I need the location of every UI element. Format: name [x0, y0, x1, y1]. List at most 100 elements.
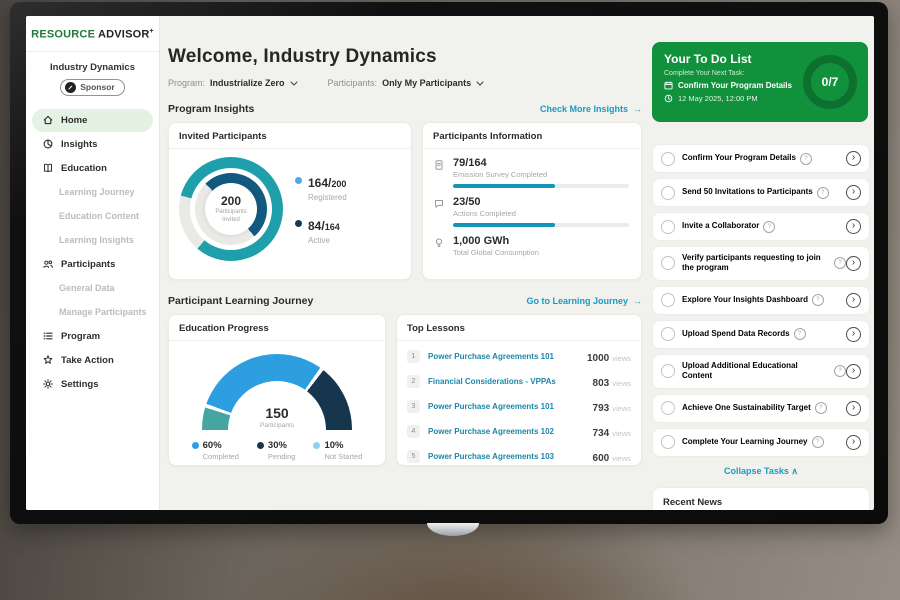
todo-panel: Your To Do List Complete Your Next Task:… — [650, 16, 874, 510]
card-title: Participants Information — [423, 123, 641, 149]
task-confirm-program[interactable]: Confirm Your Program Details ? › — [652, 144, 870, 173]
task-achieve-sustainability-target[interactable]: Achieve One Sustainability Target ? › — [652, 393, 870, 423]
sponsor-label: Sponsor — [80, 82, 115, 93]
legend-label: Pending — [267, 452, 296, 461]
info-icon[interactable]: ? — [816, 186, 829, 199]
sponsor-icon — [65, 81, 77, 93]
lesson-title-link[interactable]: Financial Considerations - VPPAs — [428, 377, 556, 386]
survey-icon — [435, 160, 443, 170]
task-upload-spend-data[interactable]: Upload Spend Data Records ? › — [652, 319, 870, 349]
lesson-row[interactable]: 5 Power Purchase Agreements 103 600 views — [397, 444, 641, 469]
info-icon[interactable]: ? — [799, 152, 812, 165]
sidebar-item-insights[interactable]: Insights — [32, 133, 153, 156]
info-icon[interactable]: ? — [811, 294, 824, 307]
program-filter-value: Industrialize Zero — [210, 78, 285, 88]
legend-item-active: 84/164 Active — [295, 217, 347, 245]
stat-actions-completed: 23/50 Actions Completed — [423, 188, 641, 227]
task-checkbox[interactable] — [661, 364, 675, 379]
task-checkbox[interactable] — [661, 293, 675, 308]
chevron-right-icon[interactable]: › — [846, 151, 861, 166]
info-icon[interactable]: ? — [811, 436, 824, 449]
learning-journey-header: Participant Learning Journey Go to Learn… — [168, 295, 642, 307]
sidebar-item-take-action[interactable]: Take Action — [32, 349, 153, 372]
actions-icon — [435, 200, 443, 208]
chevron-right-icon[interactable]: › — [846, 292, 861, 308]
gauge-center: 150 Participants — [202, 405, 352, 429]
info-icon[interactable]: ? — [814, 402, 827, 415]
sidebar-item-education[interactable]: Education — [32, 157, 153, 180]
task-checkbox[interactable] — [661, 185, 675, 200]
card-title: Education Progress — [169, 315, 385, 341]
lesson-title-link[interactable]: Power Purchase Agreements 101 — [428, 352, 554, 361]
task-checkbox[interactable] — [661, 435, 675, 450]
task-checkbox[interactable] — [661, 219, 675, 234]
link-label: Check More Insights — [539, 104, 628, 114]
chevron-right-icon[interactable]: › — [846, 185, 861, 200]
lesson-title-link[interactable]: Power Purchase Agreements 102 — [428, 427, 554, 436]
lesson-row[interactable]: 4 Power Purchase Agreements 102 734 views — [397, 419, 641, 444]
chevron-right-icon[interactable]: › — [846, 363, 861, 379]
stat-progress-fill — [453, 184, 556, 188]
sidebar-menu: Home Insights Education Learning Journey… — [26, 108, 159, 396]
todo-due-label: 12 May 2025, 12:00 PM — [678, 94, 758, 103]
task-checkbox[interactable] — [661, 401, 675, 416]
collapse-tasks-link[interactable]: Collapse Tasks ∧ — [652, 466, 870, 477]
task-label: Verify participants requesting to join t… — [682, 253, 821, 273]
sidebar-item-program[interactable]: Program — [32, 325, 153, 348]
lesson-row[interactable]: 3 Power Purchase Agreements 101 793 views — [397, 394, 641, 419]
views-suffix: views — [612, 428, 631, 438]
todo-next-task-label: Confirm Your Program Details — [678, 81, 792, 90]
insights-cards-row: Invited Participants 200 Participants In… — [168, 122, 642, 280]
chevron-right-icon[interactable]: › — [846, 219, 861, 234]
chevron-down-icon — [289, 80, 298, 86]
participants-filter[interactable]: Participants: Only My Participants — [328, 78, 485, 88]
sidebar-item-label: Take Action — [61, 354, 114, 366]
sidebar-item-learning-journey[interactable]: Learning Journey — [32, 181, 153, 204]
task-verify-participants[interactable]: Verify participants requesting to join t… — [652, 246, 870, 281]
sidebar-item-manage-participants[interactable]: Manage Participants — [32, 301, 153, 324]
gauge-center-label: Participants — [260, 422, 294, 429]
program-filter[interactable]: Program: Industrialize Zero — [168, 78, 298, 88]
calendar-icon — [664, 81, 673, 90]
lesson-title-link[interactable]: Power Purchase Agreements 101 — [428, 402, 554, 411]
chevron-right-icon[interactable]: › — [846, 434, 861, 450]
sidebar-item-label: Home — [61, 114, 88, 126]
go-to-learning-journey-link[interactable]: Go to Learning Journey → — [526, 296, 642, 306]
logo-primary: RESOURCE — [31, 28, 96, 41]
sidebar-item-label: Learning Insights — [59, 235, 135, 246]
sidebar-item-education-content[interactable]: Education Content — [32, 205, 153, 228]
filter-bar: Program: Industrialize Zero Participants… — [168, 78, 642, 88]
legend-label: Active — [308, 235, 330, 245]
invited-donut-chart: 200 Participants Invited — [179, 157, 283, 261]
info-icon[interactable]: ? — [793, 328, 806, 341]
lightbulb-icon — [435, 238, 443, 247]
sponsor-badge[interactable]: Sponsor — [60, 78, 125, 96]
task-invite-collaborator[interactable]: Invite a Collaborator ? › — [652, 212, 870, 241]
sidebar-item-label: General Data — [59, 283, 115, 294]
chevron-right-icon[interactable]: › — [846, 400, 861, 416]
chevron-right-icon[interactable]: › — [846, 255, 861, 271]
check-more-insights-link[interactable]: Check More Insights → — [540, 104, 642, 114]
task-label: Upload Additional Educational Content — [682, 360, 798, 381]
lesson-rank: 4 — [407, 425, 420, 438]
stat-value: 79/164 — [453, 157, 487, 169]
task-complete-learning-journey[interactable]: Complete Your Learning Journey ? › — [652, 427, 870, 457]
task-upload-educational-content[interactable]: Upload Additional Educational Content ? … — [652, 353, 870, 389]
task-checkbox[interactable] — [661, 327, 675, 342]
lesson-row[interactable]: 2 Financial Considerations - VPPAs 803 vi… — [397, 369, 641, 394]
info-icon[interactable]: ? — [834, 365, 846, 378]
lesson-title-link[interactable]: Power Purchase Agreements 103 — [428, 452, 554, 461]
chevron-right-icon[interactable]: › — [846, 326, 861, 342]
sidebar-item-general-data[interactable]: General Data — [32, 277, 153, 300]
sidebar-item-learning-insights[interactable]: Learning Insights — [32, 229, 153, 252]
sidebar-item-settings[interactable]: Settings — [32, 373, 153, 396]
info-icon[interactable]: ? — [763, 220, 776, 233]
sidebar-item-participants[interactable]: Participants — [32, 253, 153, 276]
task-checkbox[interactable] — [661, 151, 675, 166]
task-send-invitations[interactable]: Send 50 Invitations to Participants ? › — [652, 178, 870, 207]
lesson-row[interactable]: 1 Power Purchase Agreements 101 1000 view… — [397, 344, 641, 369]
task-explore-insights[interactable]: Explore Your Insights Dashboard ? › — [652, 285, 870, 315]
task-checkbox[interactable] — [661, 256, 675, 271]
info-icon[interactable]: ? — [834, 257, 846, 270]
sidebar-item-home[interactable]: Home — [32, 108, 153, 132]
